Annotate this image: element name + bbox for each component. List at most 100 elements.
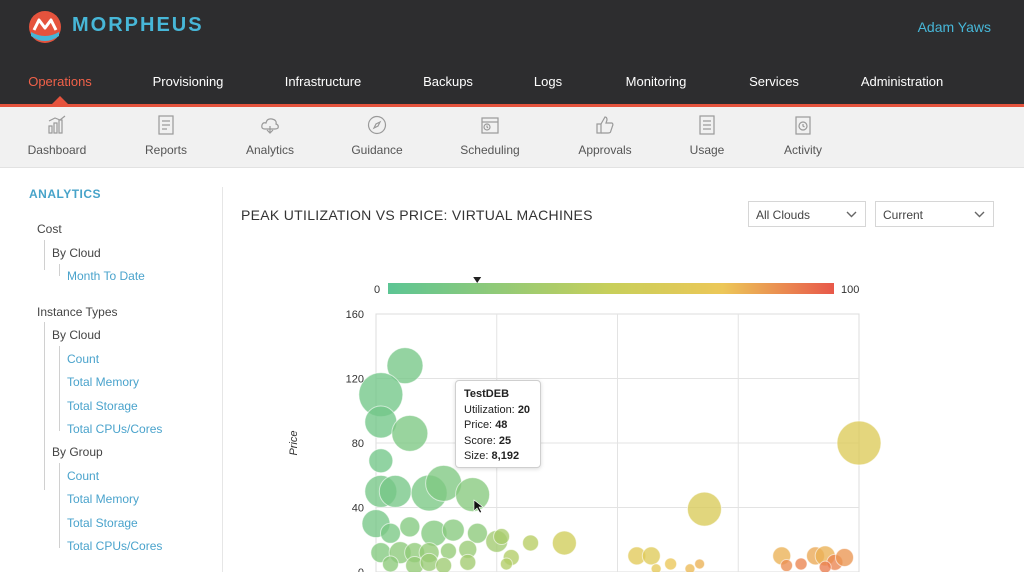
sub-nav: Dashboard Reports Analytics Guidance Sch… (0, 107, 1024, 168)
subnav-analytics[interactable]: Analytics (225, 107, 315, 167)
subnav-guidance[interactable]: Guidance (332, 107, 422, 167)
chart-bubble[interactable] (780, 559, 794, 572)
tree-line (44, 240, 45, 270)
user-menu[interactable]: Adam Yaws (917, 19, 991, 35)
tooltip-utilization-value: 20 (517, 403, 531, 416)
subnav-label: Guidance (351, 143, 403, 157)
morpheus-logo-icon[interactable] (28, 10, 62, 44)
chart-bubble[interactable] (378, 474, 412, 508)
nav-administration[interactable]: Administration (860, 74, 944, 89)
subnav-reports[interactable]: Reports (121, 107, 211, 167)
tree-line (59, 346, 60, 431)
y-tick-label: 40 (352, 503, 364, 515)
subnav-label: Usage (689, 143, 725, 157)
chart-bubble[interactable] (499, 557, 513, 571)
subnav-label: Scheduling (460, 143, 520, 157)
chart-bubble[interactable] (441, 518, 465, 542)
chart-bubble[interactable] (379, 522, 401, 544)
nav-monitoring[interactable]: Monitoring (625, 74, 687, 89)
chart-bubble[interactable] (835, 547, 855, 567)
chart-grid (375, 313, 860, 572)
sidebar-link-group-count[interactable]: Count (67, 469, 100, 483)
nav-operations[interactable]: Operations (28, 74, 92, 89)
chart-bubble[interactable] (684, 563, 696, 572)
chart-bubble[interactable] (439, 542, 457, 560)
chart-bubble[interactable] (664, 557, 678, 571)
sidebar-link-month-to-date[interactable]: Month To Date (67, 269, 145, 283)
analytics-sidebar: ANALYTICS Cost By Cloud Month To Date In… (0, 167, 222, 572)
chart-bubble[interactable] (650, 563, 662, 572)
color-scale-max-label: 100 (841, 284, 859, 296)
subnav-scheduling[interactable]: Scheduling (445, 107, 535, 167)
chart-bubble[interactable] (466, 522, 488, 544)
chart-bubble[interactable] (818, 560, 832, 572)
sidebar-link-cloud-total-cpus[interactable]: Total CPUs/Cores (67, 422, 163, 436)
active-nav-indicator (52, 96, 68, 104)
nav-infrastructure[interactable]: Infrastructure (284, 74, 362, 89)
subnav-dashboard[interactable]: Dashboard (12, 107, 102, 167)
chart-bubble[interactable] (391, 414, 429, 452)
activity-icon (795, 116, 811, 135)
chart-bubble[interactable] (386, 347, 424, 385)
nav-provisioning[interactable]: Provisioning (152, 74, 224, 89)
chart-axes: 0 40 80 120 160 (346, 309, 364, 572)
main-nav: Operations Provisioning Infrastructure B… (0, 56, 1024, 107)
sidebar-link-group-total-memory[interactable]: Total Memory (67, 492, 140, 506)
chart-bubble[interactable] (551, 530, 577, 556)
sidebar-it-by-cloud: By Cloud (52, 328, 101, 342)
tooltip-size-label: Size: (464, 450, 489, 462)
tooltip-price-row: Price: 48 (464, 418, 540, 434)
chart-bubble[interactable] (435, 557, 453, 572)
sidebar-link-cloud-total-storage[interactable]: Total Storage (67, 399, 138, 413)
tooltip-utilization-label: Utilization: (464, 403, 515, 416)
sidebar-it-by-group: By Group (52, 445, 103, 459)
sidebar-link-group-total-storage[interactable]: Total Storage (67, 516, 138, 530)
chart-bubble[interactable] (419, 552, 439, 572)
tooltip-size-row: Size: 8,192 (464, 449, 540, 465)
nav-services[interactable]: Services (749, 74, 799, 89)
chart-bubble[interactable] (641, 546, 661, 566)
chart-bubble[interactable] (694, 558, 706, 570)
chart-bubble[interactable] (459, 553, 477, 571)
chart-points (358, 347, 882, 572)
sidebar-link-cloud-total-memory[interactable]: Total Memory (67, 375, 140, 389)
chevron-down-icon (846, 211, 857, 218)
tooltip-score-row: Score: 25 (464, 434, 540, 450)
subnav-usage[interactable]: Usage (662, 107, 752, 167)
tooltip-price-value: 48 (495, 419, 508, 431)
sidebar-cost-by-cloud: By Cloud (52, 246, 101, 260)
chart-bubble[interactable] (794, 557, 808, 571)
chart-bubble[interactable] (381, 555, 399, 572)
chart-bubble[interactable] (399, 516, 421, 538)
sidebar-link-group-total-cpus[interactable]: Total CPUs/Cores (67, 539, 163, 553)
y-tick-label: 160 (346, 309, 364, 321)
mouse-cursor-icon (473, 499, 484, 514)
subnav-label: Approvals (578, 143, 632, 157)
sidebar-instance-types: Instance Types (37, 305, 118, 319)
chart-bubble[interactable] (368, 448, 394, 474)
sidebar-title: ANALYTICS (29, 187, 102, 201)
chart-bubble[interactable] (836, 420, 882, 466)
sidebar-link-cloud-count[interactable]: Count (67, 352, 100, 366)
period-filter-select[interactable]: Current (875, 201, 994, 227)
tooltip-title: TestDEB (464, 388, 510, 400)
chart-bubble[interactable] (493, 528, 511, 546)
sidebar-cost: Cost (37, 222, 62, 236)
dashboard-icon (48, 115, 66, 134)
chart-bubble[interactable] (686, 491, 722, 527)
nav-logs[interactable]: Logs (533, 74, 563, 89)
subnav-activity[interactable]: Activity (758, 107, 848, 167)
subnav-approvals[interactable]: Approvals (560, 107, 650, 167)
nav-backups[interactable]: Backups (423, 74, 473, 89)
cloud-filter-select[interactable]: All Clouds (748, 201, 866, 227)
tooltip-score-value: 25 (498, 434, 512, 447)
period-filter-value: Current (883, 208, 924, 222)
reports-icon (158, 115, 174, 135)
color-scale-min-label: 0 (374, 284, 380, 296)
subnav-label: Activity (783, 143, 822, 157)
chart-bubble[interactable] (522, 534, 540, 552)
y-tick-label: 120 (346, 374, 364, 386)
tooltip-utilization-row: Utilization: 20 (464, 403, 540, 419)
chart-bubble[interactable] (455, 477, 491, 513)
